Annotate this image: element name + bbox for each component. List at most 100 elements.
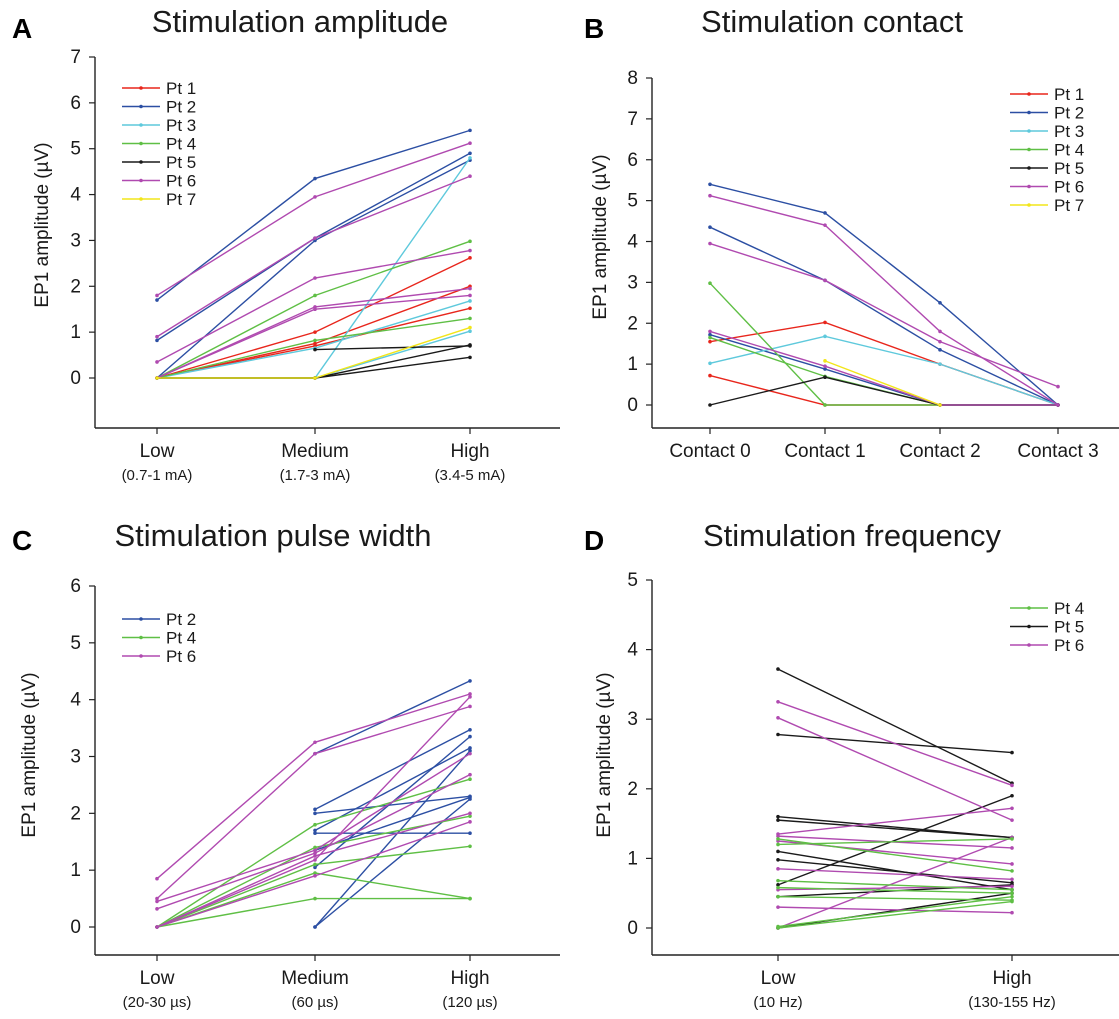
legend-entry: Pt 3 [1054, 122, 1084, 141]
data-point [776, 732, 780, 737]
data-point [823, 334, 827, 339]
data-point [823, 359, 827, 363]
data-point [468, 734, 472, 739]
series-line-pt2 [314, 796, 471, 851]
data-point [776, 894, 780, 899]
data-point [468, 797, 472, 801]
y-tick-label: 0 [627, 395, 638, 416]
legend-entry: Pt 3 [166, 116, 196, 135]
data-point [468, 692, 472, 696]
legend-entry: Pt 6 [1054, 636, 1084, 655]
data-point [776, 700, 780, 704]
chart-title: Stimulation contact [701, 4, 963, 39]
data-point [776, 837, 780, 841]
legend-marker [139, 617, 143, 621]
legend-entry: Pt 4 [1054, 141, 1084, 160]
legend-entry: Pt 5 [166, 153, 196, 172]
data-point [776, 716, 780, 720]
x-category-label: High [450, 441, 489, 462]
y-tick-label: 2 [70, 803, 81, 824]
data-point [155, 899, 159, 904]
data-point [155, 876, 159, 881]
data-point [468, 814, 472, 818]
panel-a: A Stimulation amplitude 0 1 2 3 4 5 6 7 EP1 amplit… [12, 4, 560, 484]
legend-marker [1027, 129, 1031, 133]
data-point [155, 293, 159, 298]
series-line-pt1 [156, 257, 471, 379]
data-point [1010, 891, 1014, 895]
data-point [1010, 894, 1014, 899]
x-category-label: Contact 3 [1017, 441, 1098, 462]
legend-entry: Pt 6 [1054, 178, 1084, 197]
data-point [468, 306, 472, 311]
data-point [468, 293, 472, 298]
panel-d: D Stimulation frequency 0 1 2 3 4 5 EP1 amplitud… [584, 518, 1119, 1011]
data-point [313, 854, 317, 858]
data-point [823, 364, 827, 368]
series-line-pt2 [314, 750, 471, 928]
legend-marker [139, 123, 143, 127]
legend-marker [139, 160, 143, 164]
series-line-pt2 [709, 183, 1059, 406]
chart-title: Stimulation frequency [703, 518, 1002, 553]
data-point [1056, 384, 1060, 389]
series-line-pt2 [314, 729, 471, 810]
data-point [823, 320, 827, 325]
x-category-label: Contact 1 [784, 441, 865, 462]
data-point [776, 842, 780, 847]
panel-letter: D [584, 525, 604, 556]
y-tick-label: 1 [70, 322, 81, 343]
data-point [1010, 884, 1014, 889]
legend-marker [139, 197, 143, 201]
chart-title: Stimulation pulse width [114, 518, 431, 553]
data-point [313, 338, 317, 343]
y-tick-label: 3 [70, 747, 81, 768]
data-point [313, 822, 317, 827]
legend-marker [1027, 184, 1031, 189]
data-point [708, 329, 712, 334]
panel-letter: A [12, 13, 32, 44]
legend-entry: Pt 7 [166, 190, 196, 209]
legend-entry: Pt 2 [166, 610, 196, 629]
data-point [468, 831, 472, 836]
y-tick-label: 8 [627, 68, 638, 89]
legend: Pt 1Pt 2Pt 3Pt 4Pt 5Pt 6Pt 7 [1010, 85, 1084, 215]
data-point [468, 727, 472, 732]
y-axis-label: EP1 amplitude (µV) [594, 672, 615, 837]
y-tick-label: 4 [627, 640, 638, 661]
data-point [468, 749, 472, 753]
data-point [708, 403, 712, 407]
data-point [313, 811, 317, 816]
data-point [313, 276, 317, 280]
panel-letter: C [12, 525, 32, 556]
data-point [708, 361, 712, 366]
data-point [823, 211, 827, 215]
legend-marker [1027, 147, 1031, 152]
y-tick-label: 0 [627, 918, 638, 939]
y-tick-label: 6 [627, 150, 638, 171]
y-tick-label: 5 [627, 570, 638, 591]
data-point [313, 848, 317, 853]
legend-marker [139, 178, 143, 183]
data-point [708, 373, 712, 378]
data-point [468, 141, 472, 146]
y-tick-label: 2 [70, 276, 81, 297]
legend: Pt 1Pt 2Pt 3Pt 4Pt 5Pt 6Pt 7 [122, 79, 196, 209]
x-category-label: Contact 2 [899, 441, 980, 462]
data-point [468, 844, 472, 849]
y-axis-label: EP1 amplitude (µV) [32, 142, 53, 307]
data-point [938, 403, 942, 407]
data-point [313, 862, 317, 867]
data-point [1010, 899, 1014, 904]
data-point [938, 301, 942, 305]
data-point [776, 849, 780, 854]
legend-marker [1027, 643, 1031, 647]
x-category-sublabel: (130-155 Hz) [968, 994, 1056, 1011]
x-category-label: Low [140, 441, 175, 462]
series-line-pt4 [777, 838, 1013, 846]
series-line-pt6 [777, 868, 1013, 880]
panel-b: B Stimulation contact 0 1 2 3 4 5 6 7 8 EP1 amplitu… [584, 4, 1119, 462]
series-line-pt6 [156, 175, 471, 338]
series-line-pt6 [777, 840, 1013, 865]
